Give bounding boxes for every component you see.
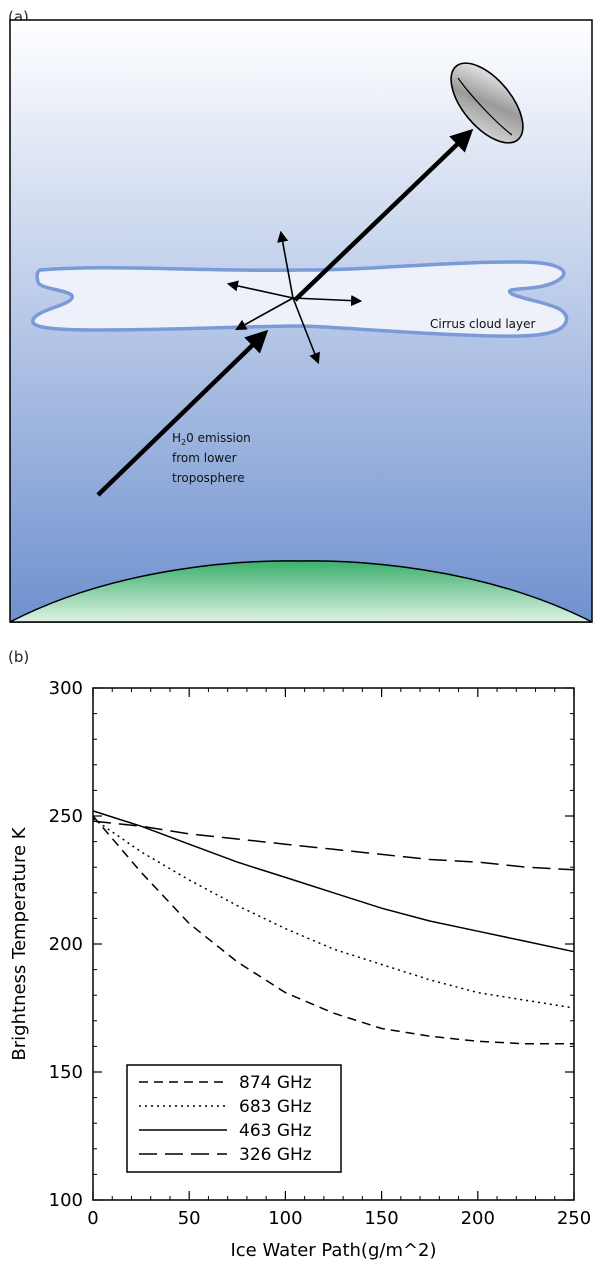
emission-label-rest: 0 emission [186, 431, 251, 445]
x-tick-label: 100 [268, 1208, 302, 1229]
x-tick-label: 250 [557, 1208, 591, 1229]
x-tick-label: 50 [178, 1208, 201, 1229]
panel-b-label: (b) [8, 648, 30, 666]
y-axis-label: Brightness Temperature K [9, 826, 30, 1060]
cloud-label: Cirrus cloud layer [430, 317, 536, 331]
emission-label-line2: from lower [172, 451, 237, 465]
legend-label: 683 GHz [239, 1097, 312, 1117]
plot-frame [92, 687, 575, 1201]
scattering-arrows-icon [226, 230, 363, 365]
y-tick-label: 250 [49, 806, 83, 827]
series-line-326-ghz [92, 820, 575, 871]
satellite-dish-icon [450, 62, 524, 144]
emission-path-upper [293, 128, 474, 302]
x-tick-label: 150 [364, 1208, 398, 1229]
legend-label: 326 GHz [239, 1145, 312, 1165]
y-tick-label: 100 [49, 1190, 83, 1211]
y-tick-label: 150 [49, 1062, 83, 1083]
y-tick-label: 300 [49, 678, 83, 699]
y-tick-label: 200 [49, 934, 83, 955]
earth-surface [9, 560, 593, 623]
emission-label-h: H [172, 431, 181, 445]
emission-label-line1: H20 emission [172, 431, 251, 447]
legend-box [126, 1064, 342, 1173]
emission-label-line3: troposphere [172, 471, 245, 485]
legend-label: 874 GHz [239, 1073, 312, 1093]
series-line-463-ghz [92, 810, 575, 953]
series-line-683-ghz [92, 817, 575, 1009]
x-axis-label: Ice Water Path(g/m^2) [230, 1240, 436, 1261]
panel-a-diagram: Cirrus cloud layer H20 emission from low… [9, 19, 593, 623]
series-line-874-ghz [92, 815, 574, 1045]
cirrus-cloud [31, 260, 569, 338]
x-tick-label: 0 [87, 1208, 98, 1229]
legend-label: 463 GHz [239, 1121, 312, 1141]
x-tick-label: 200 [461, 1208, 495, 1229]
emission-path-lower [96, 329, 269, 497]
emission-label-sub: 2 [181, 438, 186, 447]
